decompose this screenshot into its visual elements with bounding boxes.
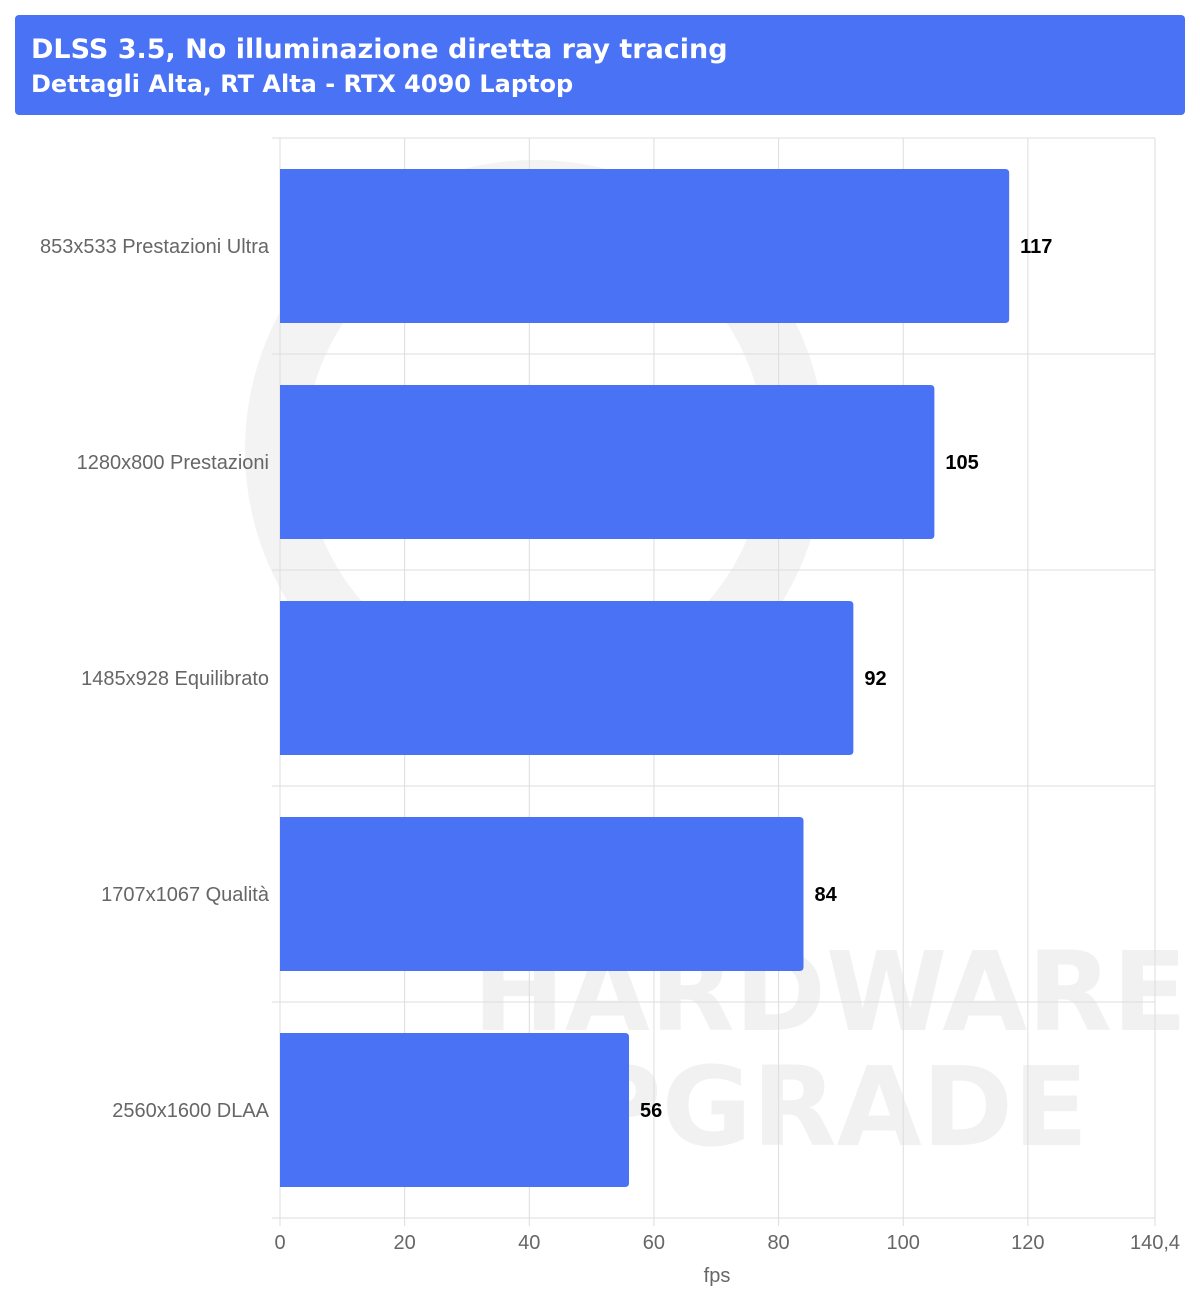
- bar: [280, 1033, 630, 1187]
- data-label: 105: [945, 452, 978, 474]
- category-label: 853x533 Prestazioni Ultra: [40, 236, 270, 258]
- x-tick-label: 0: [274, 1232, 285, 1254]
- bar: [280, 601, 854, 755]
- data-label: 117: [1020, 236, 1052, 258]
- data-label: 92: [864, 668, 886, 690]
- category-label: 2560x1600 DLAA: [112, 1100, 269, 1122]
- chart-header: DLSS 3.5, No illuminazione diretta ray t…: [15, 15, 1185, 115]
- x-tick-label: 20: [394, 1232, 416, 1254]
- x-tick-label: 40: [518, 1232, 540, 1254]
- bars: [280, 169, 1010, 1187]
- x-axis-label: fps: [704, 1265, 731, 1287]
- data-label: 84: [815, 884, 838, 906]
- x-tick-label: 140,4: [1130, 1232, 1180, 1254]
- category-label: 1485x928 Equilibrato: [81, 668, 269, 690]
- data-label: 56: [640, 1100, 662, 1122]
- chart-subtitle: Dettagli Alta, RT Alta - RTX 4090 Laptop: [31, 70, 574, 98]
- x-tick-label: 120: [1011, 1232, 1044, 1254]
- x-tick-label: 100: [887, 1232, 920, 1254]
- labels: 0 20 40 60 80 100 120 140,4 117 853x533 Prestazio…: [40, 236, 1180, 1254]
- chart-title: DLSS 3.5, No illuminazione diretta ray t…: [31, 34, 728, 65]
- bar: [280, 169, 1010, 323]
- x-tick-label: 80: [767, 1232, 789, 1254]
- x-tick-label: 60: [643, 1232, 665, 1254]
- category-label: 1280x800 Prestazioni: [77, 452, 269, 474]
- category-label: 1707x1067 Qualità: [101, 884, 270, 906]
- bar: [280, 385, 935, 539]
- bar: [280, 817, 804, 971]
